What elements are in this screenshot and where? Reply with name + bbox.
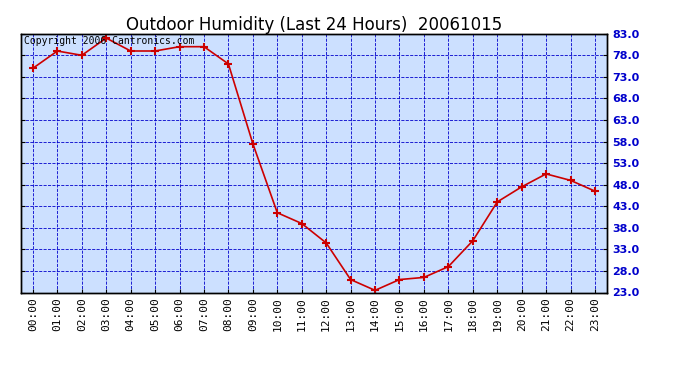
Text: Copyright 2006 Cantronics.com: Copyright 2006 Cantronics.com <box>23 36 194 46</box>
Title: Outdoor Humidity (Last 24 Hours)  20061015: Outdoor Humidity (Last 24 Hours) 2006101… <box>126 16 502 34</box>
